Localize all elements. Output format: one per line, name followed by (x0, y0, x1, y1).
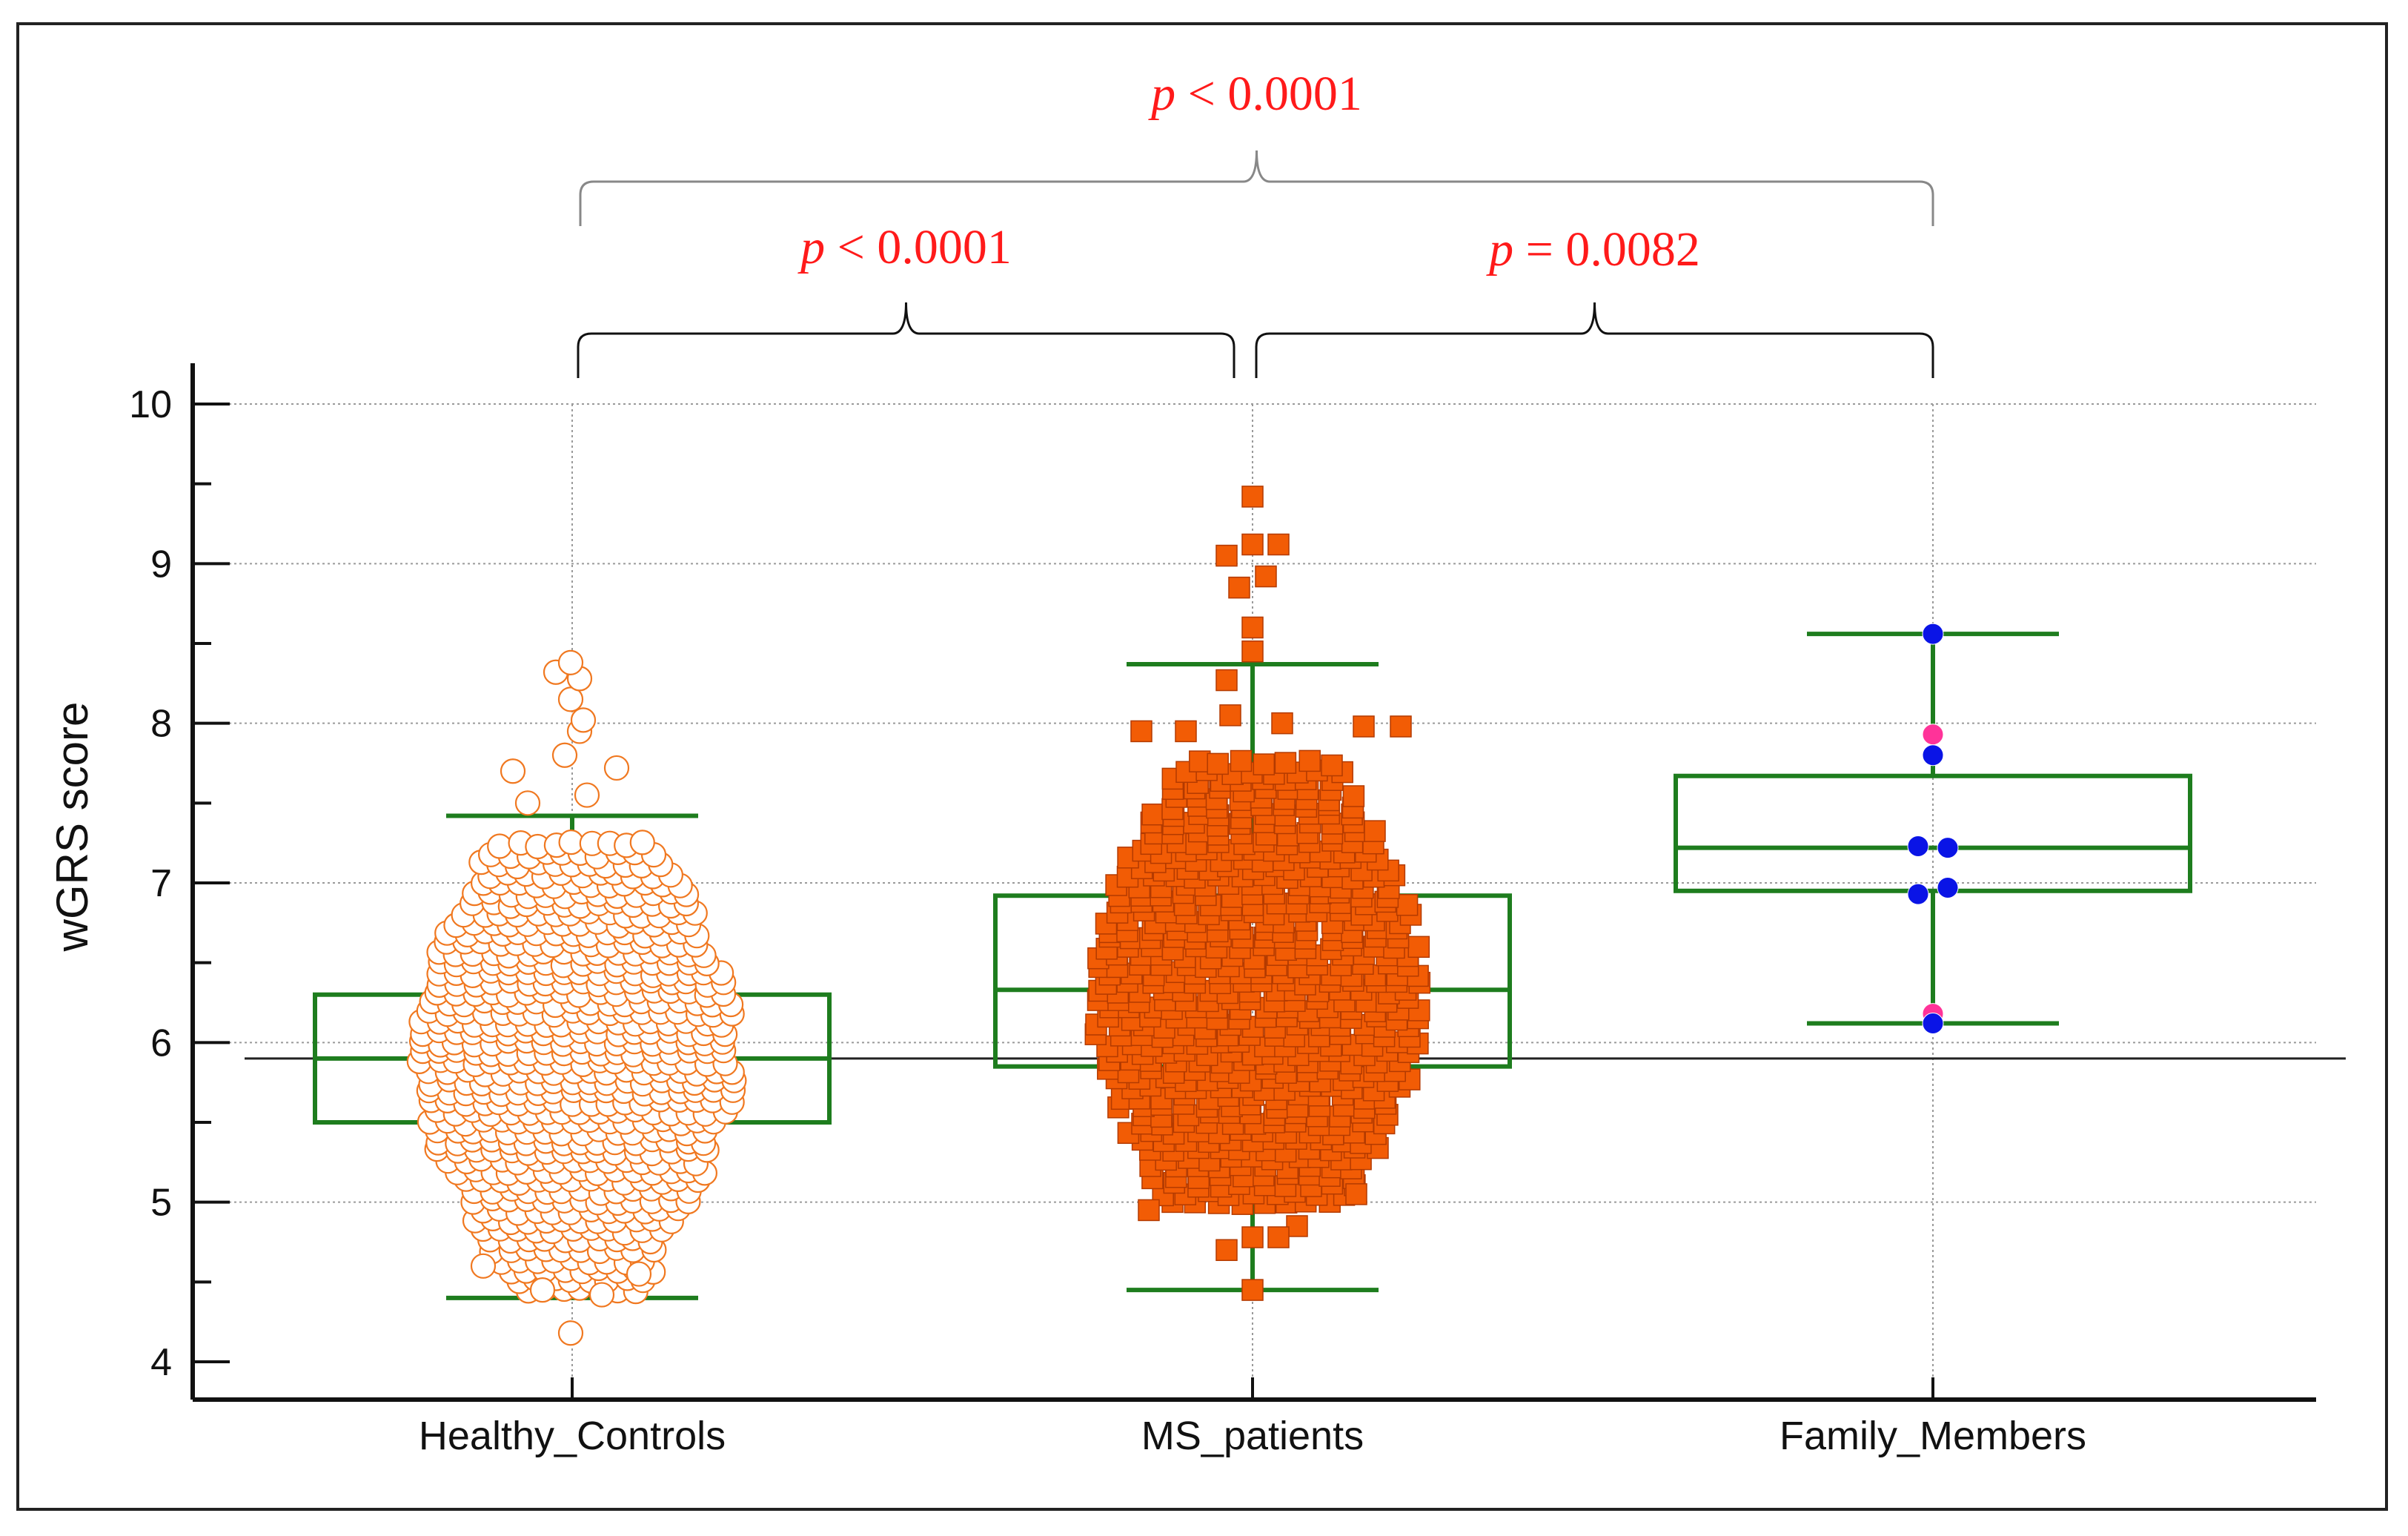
data-point (1228, 576, 1250, 599)
y-tick-label: 5 (150, 1182, 172, 1225)
p-symbol: p (797, 220, 825, 274)
data-point (487, 833, 513, 859)
p-value-text: < 0.0001 (825, 220, 1012, 274)
data-point (1215, 669, 1238, 692)
data-point (1215, 544, 1238, 567)
y-axis-title: wGRS score (47, 702, 97, 953)
p-value-label: p = 0.0082 (1486, 222, 1700, 277)
p-value-label: p < 0.0001 (1148, 67, 1362, 121)
p-value-label: p < 0.0001 (797, 220, 1012, 274)
comparison-bracket (579, 150, 1934, 226)
data-point (1267, 533, 1290, 556)
data-point (1130, 720, 1152, 743)
data-point (1241, 640, 1264, 663)
data-point (603, 755, 630, 781)
data-point (1907, 835, 1929, 857)
comparison-bracket (577, 302, 1235, 378)
data-point (1255, 565, 1277, 588)
y-tick-label: 10 (129, 383, 172, 426)
data-point (1396, 893, 1419, 916)
p-symbol: p (1148, 67, 1175, 121)
data-point (1345, 1183, 1367, 1205)
data-point (514, 790, 541, 816)
data-point (1907, 883, 1929, 905)
data-point (1215, 1239, 1238, 1262)
data-point (1241, 616, 1264, 639)
y-tick-label: 7 (150, 862, 172, 905)
data-point (1241, 486, 1264, 508)
data-point (529, 1277, 556, 1303)
data-point (588, 1282, 615, 1308)
y-tick-label: 8 (150, 703, 172, 746)
data-point (1230, 749, 1253, 772)
data-point (1253, 753, 1276, 775)
comparison-bracket (1255, 302, 1934, 378)
data-point (1138, 1199, 1160, 1222)
data-point (1922, 1012, 1944, 1034)
data-point (570, 707, 597, 733)
axis-layer: 4 5 6 7 8 9 10 Healthy_Controls MS_patients Famil… (129, 363, 2316, 1458)
data-point (1922, 744, 1944, 767)
x-tick-label: Family_Members (1780, 1414, 2086, 1458)
data-point (1241, 1226, 1264, 1248)
x-tick-label: Healthy_Controls (419, 1414, 726, 1458)
data-point (574, 782, 600, 808)
data-point (1937, 837, 1959, 859)
data-point (1271, 712, 1293, 735)
y-tick-label: 6 (150, 1022, 172, 1065)
data-point (1241, 533, 1264, 556)
data-point (1298, 749, 1321, 772)
data-point (1141, 803, 1164, 826)
data-point (1286, 1215, 1308, 1237)
data-point (1922, 623, 1944, 645)
data-point (629, 830, 655, 855)
y-tick-label: 4 (150, 1341, 172, 1384)
x-tick-label: MS_patients (1141, 1414, 1364, 1458)
data-point (1219, 704, 1241, 726)
box-Family_Members (1674, 773, 2192, 893)
data-point (1364, 820, 1386, 842)
data-point (557, 649, 584, 675)
data-point (557, 1320, 584, 1346)
data-point (1342, 785, 1365, 807)
data-point (626, 1261, 652, 1287)
point-layer (406, 486, 1959, 1346)
data-point (1207, 752, 1229, 775)
data-point (1937, 876, 1959, 898)
p-value-text: = 0.0082 (1513, 222, 1700, 277)
data-point (1095, 913, 1118, 935)
data-point (1922, 724, 1944, 746)
data-point (1175, 720, 1197, 743)
data-point (1407, 936, 1430, 959)
data-point (1321, 754, 1343, 777)
data-point (1241, 1279, 1264, 1301)
data-point (1390, 715, 1412, 738)
y-tick-label: 9 (150, 543, 172, 586)
data-point (470, 1253, 497, 1279)
p-symbol: p (1486, 222, 1513, 277)
data-point (500, 758, 526, 784)
p-value-text: < 0.0001 (1175, 67, 1362, 121)
data-point (1353, 715, 1375, 738)
data-point (1274, 752, 1297, 774)
data-point (551, 742, 578, 768)
data-point (1267, 1226, 1290, 1248)
